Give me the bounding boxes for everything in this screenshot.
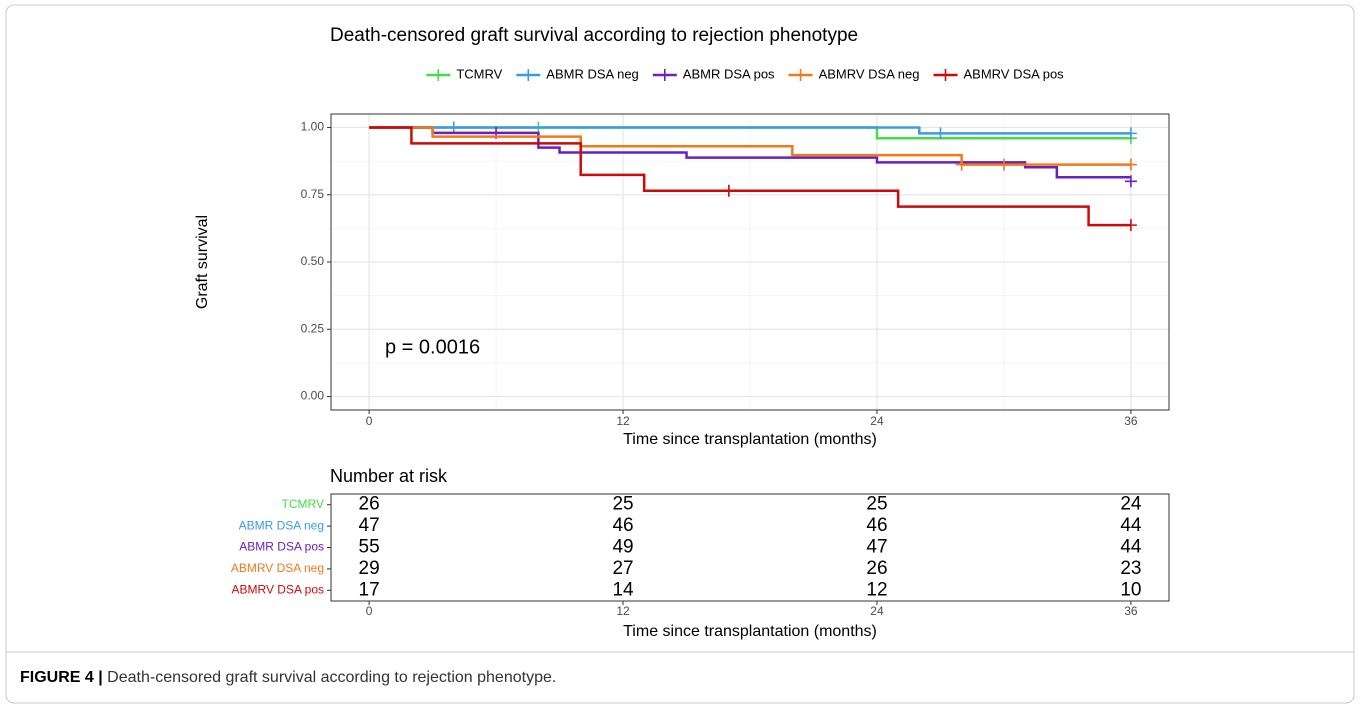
y-axis-label: Graft survival [194, 215, 211, 309]
censor-mark [722, 184, 735, 197]
legend-item: ABMRV DSA pos [933, 66, 1064, 81]
risk-count: 26 [359, 494, 380, 515]
x-axis-label: Time since transplantation (months) [623, 431, 877, 448]
y-tick-label: 0.00 [301, 389, 325, 403]
x-tick-label: 12 [616, 604, 630, 618]
x-tick-label: 0 [366, 414, 373, 428]
row-label: TCMRV [282, 497, 324, 511]
survival-curve [369, 126, 1131, 135]
x-tick-label: 12 [616, 414, 630, 428]
caption-text: Death-censored graft survival according … [103, 669, 557, 686]
row-label: ABMRV DSA pos [232, 582, 324, 596]
row-label: ABMRV DSA neg [231, 561, 324, 575]
frame [5, 4, 1355, 704]
row-label: ABMR DSA pos [239, 540, 324, 554]
risk-count: 44 [1120, 537, 1142, 558]
x-axis-label: Time since transplantation (months) [623, 623, 877, 640]
caption: FIGURE 4 | Death-censored graft survival… [20, 669, 556, 686]
x-tick-label: 24 [870, 414, 884, 428]
y-tick-label: 1.00 [301, 120, 325, 134]
risk-count: 49 [612, 537, 633, 558]
y-tick-label: 0.25 [301, 321, 325, 335]
p-value: p = 0.0016 [385, 336, 480, 358]
risk-count: 47 [866, 537, 887, 558]
x-tick-label: 0 [366, 604, 373, 618]
legend-item: ABMRV DSA neg [788, 66, 920, 81]
risk-count: 27 [612, 558, 633, 579]
risk-count: 14 [612, 579, 634, 600]
risk-count: 29 [359, 558, 380, 579]
risk-count: 24 [1120, 494, 1142, 515]
table-border [330, 493, 1170, 602]
risk-count: 44 [1120, 515, 1142, 536]
x-tick-label: 36 [1124, 414, 1138, 428]
censor-mark [1124, 158, 1137, 171]
legend-item: ABMR DSA neg [516, 66, 639, 81]
risk-count: 12 [866, 579, 887, 600]
legend-label: ABMRV DSA pos [963, 66, 1064, 81]
caption-label: FIGURE 4 | [20, 669, 103, 686]
legend-item: ABMR DSA pos [652, 66, 775, 81]
chart-title: Death-censored graft survival according … [330, 25, 858, 46]
risk-count: 25 [612, 494, 633, 515]
plot-border [330, 113, 1170, 411]
censor-mark [447, 121, 460, 134]
legend-label: ABMR DSA neg [546, 66, 639, 81]
x-tick-label: 36 [1124, 604, 1138, 618]
row-label: ABMR DSA neg [239, 518, 324, 532]
censor-mark [1124, 219, 1137, 232]
risk-count: 55 [359, 537, 380, 558]
survival-curve [369, 126, 1131, 227]
legend-item: TCMRV [426, 66, 503, 81]
legend-label: ABMR DSA pos [683, 66, 775, 81]
risk-count: 26 [866, 558, 887, 579]
y-tick-label: 0.75 [301, 187, 325, 201]
risk-count: 17 [359, 579, 380, 600]
x-tick-label: 24 [870, 604, 884, 618]
censor-mark [934, 127, 947, 140]
legend-label: ABMRV DSA neg [819, 66, 920, 81]
censor-mark [955, 158, 968, 171]
risk-count: 46 [612, 515, 633, 536]
y-tick-label: 0.50 [301, 254, 325, 268]
risk-count: 25 [866, 494, 887, 515]
censor-mark [1124, 127, 1137, 140]
risk-count: 47 [359, 515, 380, 536]
censor-mark [997, 158, 1010, 171]
table-title: Number at risk [330, 466, 448, 486]
risk-count: 23 [1120, 558, 1141, 579]
legend-label: TCMRV [456, 66, 502, 81]
survival-curve [369, 126, 1131, 179]
risk-count: 10 [1120, 579, 1141, 600]
risk-count: 46 [866, 515, 887, 536]
censor-mark [1124, 175, 1137, 188]
